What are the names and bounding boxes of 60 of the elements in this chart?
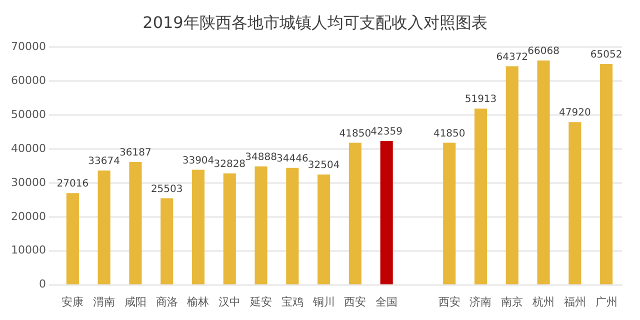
data-label: 47920: [559, 108, 591, 119]
data-label: 41850: [433, 128, 466, 140]
x-tick-label: 广州: [595, 295, 618, 308]
data-label: 42359: [370, 126, 402, 138]
data-label: 33674: [88, 156, 120, 168]
y-tick-label: 10000: [10, 244, 46, 257]
chart-title: 2019年陕西各地市城镇人均可支配收入对照图表: [142, 12, 488, 32]
x-tick-label: 全国: [376, 295, 398, 308]
y-tick-label: 70000: [10, 40, 46, 54]
data-label: 36187: [120, 148, 152, 159]
x-tick-label: 汉中: [218, 295, 241, 308]
y-tick-label: 40000: [10, 142, 46, 155]
bar: [66, 193, 79, 284]
bar: [568, 122, 582, 284]
bar: [318, 174, 330, 284]
bar: [98, 170, 110, 284]
x-tick-label: 安康: [62, 295, 84, 308]
x-tick-label: 商洛: [156, 295, 178, 308]
bar: [286, 168, 299, 284]
x-tick-label: 咸阳: [124, 295, 146, 308]
x-tick-label: 南京: [501, 295, 524, 308]
bar: [600, 64, 613, 284]
x-tick-label: 杭州: [532, 295, 555, 308]
x-tick-label: 西安: [438, 295, 460, 308]
bar: [223, 173, 236, 284]
y-tick-label: 30000: [10, 176, 46, 189]
x-tick-label: 榆林: [187, 295, 210, 308]
bar: [192, 170, 205, 284]
bar: [254, 166, 268, 284]
data-label: 34446: [276, 153, 308, 164]
bar: [443, 142, 456, 284]
x-tick-label: 延安: [249, 295, 272, 308]
data-label: 27016: [56, 178, 89, 190]
y-tick-label: 60000: [10, 74, 46, 87]
bar: [474, 108, 488, 284]
data-label: 41850: [339, 128, 372, 140]
data-label: 33904: [182, 155, 214, 166]
bar: [506, 66, 518, 284]
data-label: 66068: [528, 46, 560, 58]
y-tick-label: 20000: [10, 210, 46, 223]
x-tick-label: 济南: [470, 295, 492, 308]
data-label: 51913: [464, 94, 497, 106]
data-label: 65052: [590, 50, 622, 61]
bar: [348, 142, 362, 284]
data-label: 32828: [214, 158, 246, 170]
y-tick-label: 50000: [10, 108, 46, 121]
bar: [129, 162, 142, 284]
x-tick-label: 铜川: [312, 295, 335, 308]
data-label: 25503: [150, 184, 183, 195]
data-label: 64372: [496, 52, 528, 63]
y-tick-label: 0: [38, 278, 46, 291]
data-label: 34888: [245, 152, 277, 163]
x-tick-label: 福州: [564, 295, 586, 308]
x-tick-label: 宝鸡: [281, 295, 304, 308]
data-label: 32504: [308, 160, 340, 172]
x-tick-label: 渭南: [93, 295, 116, 308]
x-tick-label: 西安: [344, 295, 366, 308]
bar: [380, 141, 393, 284]
bar: [160, 198, 174, 284]
bar: [537, 60, 550, 284]
